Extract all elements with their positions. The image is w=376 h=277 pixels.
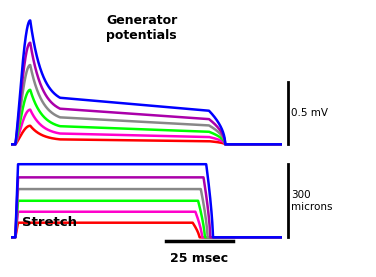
Text: 300
microns: 300 microns xyxy=(291,190,333,212)
Text: 0.5 mV: 0.5 mV xyxy=(291,108,328,118)
Text: Stretch: Stretch xyxy=(22,216,77,229)
Text: 25 msec: 25 msec xyxy=(170,252,229,265)
Text: Generator
potentials: Generator potentials xyxy=(106,14,177,42)
